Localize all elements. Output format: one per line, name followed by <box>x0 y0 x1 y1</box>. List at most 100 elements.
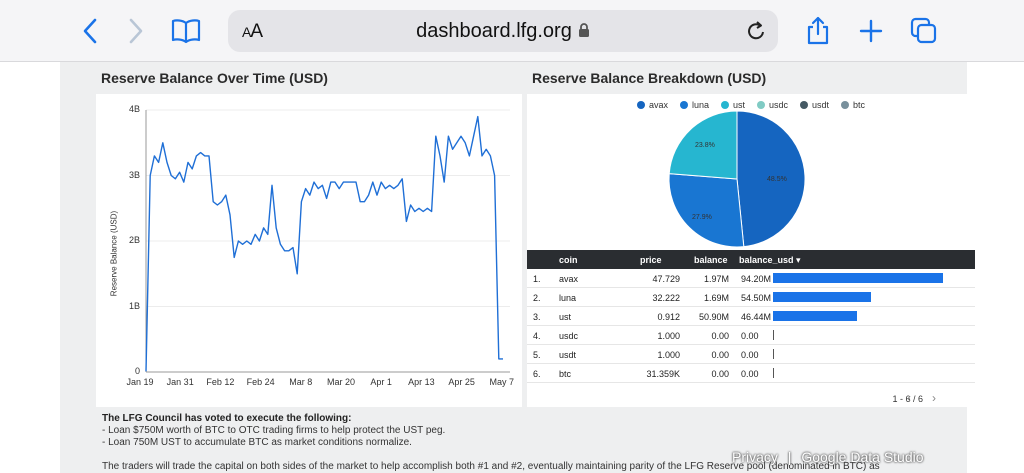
browser-toolbar: AA dashboard.lfg.org <box>0 0 1024 62</box>
legend-item-avax[interactable]: avax <box>636 100 668 110</box>
legend-swatch <box>800 101 809 109</box>
notes-line-2: - Loan 750M UST to accumulate BTC as mar… <box>102 437 412 448</box>
row-number: 1. <box>533 274 541 284</box>
y-tick-label: 2B <box>128 235 140 245</box>
share-icon <box>807 16 829 45</box>
legend-swatch <box>720 101 729 109</box>
cell-balance-usd: 94.20M <box>741 274 772 284</box>
cell-coin: usdc <box>559 331 579 341</box>
balance-usd-bar <box>773 273 943 283</box>
x-tick-label: Mar 8 <box>289 377 313 387</box>
legend-label: avax <box>648 100 668 110</box>
pie-chart[interactable] <box>527 94 975 250</box>
series-line-reserve-balance[interactable] <box>145 115 503 372</box>
legend-swatch <box>679 101 688 109</box>
balance-usd-bar <box>773 349 774 359</box>
table-pager: 1 - 6 / 6 <box>892 394 923 404</box>
reload-icon <box>748 21 764 40</box>
book-icon <box>171 19 201 44</box>
col-balance-usd[interactable]: balance_usd ▾ <box>739 255 801 266</box>
col-balance-usd-label: balance_usd <box>739 255 794 265</box>
breakdown-card: avax luna ust usdc usdt btc 48.5% 27.9% 23.8%… <box>527 94 975 407</box>
y-tick-label: 1B <box>128 300 140 311</box>
x-tick-label: Mar 20 <box>326 377 355 387</box>
y-tick-label: 3B <box>128 169 140 180</box>
bookmarks-button[interactable] <box>168 14 204 48</box>
notes-heading: The LFG Council has voted to execute the… <box>102 413 352 424</box>
table-row[interactable]: 6. btc 31.359K 0.00 0.00 <box>527 364 975 383</box>
cell-balance: 1.97M <box>703 274 729 284</box>
tabs-icon <box>910 17 937 44</box>
prev-page-button[interactable]: ‹ <box>907 391 911 405</box>
legend-swatch <box>841 101 850 109</box>
reload-button[interactable] <box>744 18 768 49</box>
privacy-link[interactable]: Privacy <box>732 449 778 465</box>
slice-label-avax: 48.5% <box>767 176 787 183</box>
footer-separator: | <box>787 449 792 465</box>
legend-item-luna[interactable]: luna <box>679 100 709 110</box>
balance-usd-bar <box>773 292 872 302</box>
new-tab-button[interactable] <box>855 14 887 48</box>
cell-balance: 0.00 <box>711 369 729 379</box>
table-header: coin price balance balance_usd ▾ <box>527 250 975 269</box>
pie-legend: avax luna ust usdc usdt btc <box>527 100 975 110</box>
cell-balance: 1.69M <box>703 293 729 303</box>
table-row[interactable]: 5. usdt 1.000 0.00 0.00 <box>527 345 975 364</box>
line-chart[interactable] <box>96 94 522 407</box>
x-tick-label: Apr 1 <box>370 377 392 387</box>
x-tick-label: Jan 19 <box>126 377 154 387</box>
pie-chart-title: Reserve Balance Breakdown (USD) <box>532 70 767 86</box>
x-tick-label: May 7 <box>489 377 515 387</box>
share-button[interactable] <box>802 14 834 48</box>
next-page-button[interactable]: › <box>932 391 936 405</box>
cell-coin: avax <box>559 274 579 284</box>
back-button[interactable] <box>74 14 106 48</box>
legend-label: usdc <box>769 100 789 110</box>
lock-icon <box>578 23 589 37</box>
legend-item-usdc[interactable]: usdc <box>757 100 788 110</box>
row-number: 5. <box>533 350 541 360</box>
table-row[interactable]: 4. usdc 1.000 0.00 0.00 <box>527 326 975 345</box>
forward-button[interactable] <box>120 14 152 48</box>
y-tick-label: 0 <box>134 366 140 376</box>
legend-item-ust[interactable]: ust <box>720 100 745 110</box>
cell-price: 0.912 <box>657 312 680 322</box>
x-tick-label: Apr 13 <box>408 377 435 387</box>
aa-small-label: A <box>242 24 251 40</box>
y-tick-label: 4B <box>128 104 140 114</box>
table-body: 1. avax 47.729 1.97M 94.20M 2. luna 32.222 1.69M… <box>527 269 975 383</box>
google-data-studio-link[interactable]: Google Data Studio <box>801 449 924 465</box>
legend-swatch <box>636 101 645 109</box>
pie-slice-ust[interactable] <box>668 110 738 180</box>
x-tick-label: Feb 24 <box>246 377 275 387</box>
table-row[interactable]: 2. luna 32.222 1.69M 54.50M <box>527 288 975 307</box>
x-tick-label: Jan 31 <box>166 377 194 387</box>
reader-options-button[interactable]: AA <box>242 21 263 43</box>
chevron-left-icon <box>83 18 97 44</box>
cell-price: 1.000 <box>657 331 680 341</box>
dashboard-page: Reserve Balance Over Time (USD) Reserve … <box>60 62 975 473</box>
tabs-overview-button[interactable] <box>908 14 940 48</box>
pie-slice-avax[interactable] <box>736 110 806 248</box>
plus-icon <box>859 19 883 43</box>
balance-usd-bar <box>773 368 774 378</box>
legend-label: luna <box>691 100 709 110</box>
col-balance[interactable]: balance <box>694 255 728 265</box>
balance-table: coin price balance balance_usd ▾ 1. avax 4… <box>527 250 975 383</box>
row-number: 4. <box>533 331 541 341</box>
table-row[interactable]: 1. avax 47.729 1.97M 94.20M <box>527 269 975 288</box>
legend-item-btc[interactable]: btc <box>841 100 865 110</box>
url-text[interactable]: dashboard.lfg.org <box>228 20 778 43</box>
cell-balance: 50.90M <box>698 312 729 322</box>
legend-item-usdt[interactable]: usdt <box>800 100 829 110</box>
pie-slice-luna[interactable] <box>668 173 745 248</box>
cell-balance-usd: 46.44M <box>741 312 772 322</box>
slice-label-ust: 23.8% <box>695 142 715 149</box>
cell-balance: 0.00 <box>711 331 729 341</box>
address-bar[interactable]: AA dashboard.lfg.org <box>228 10 778 52</box>
col-price[interactable]: price <box>640 255 662 265</box>
col-coin[interactable]: coin <box>559 255 578 265</box>
url-label: dashboard.lfg.org <box>416 20 572 42</box>
row-number: 2. <box>533 293 541 303</box>
table-row[interactable]: 3. ust 0.912 50.90M 46.44M <box>527 307 975 326</box>
